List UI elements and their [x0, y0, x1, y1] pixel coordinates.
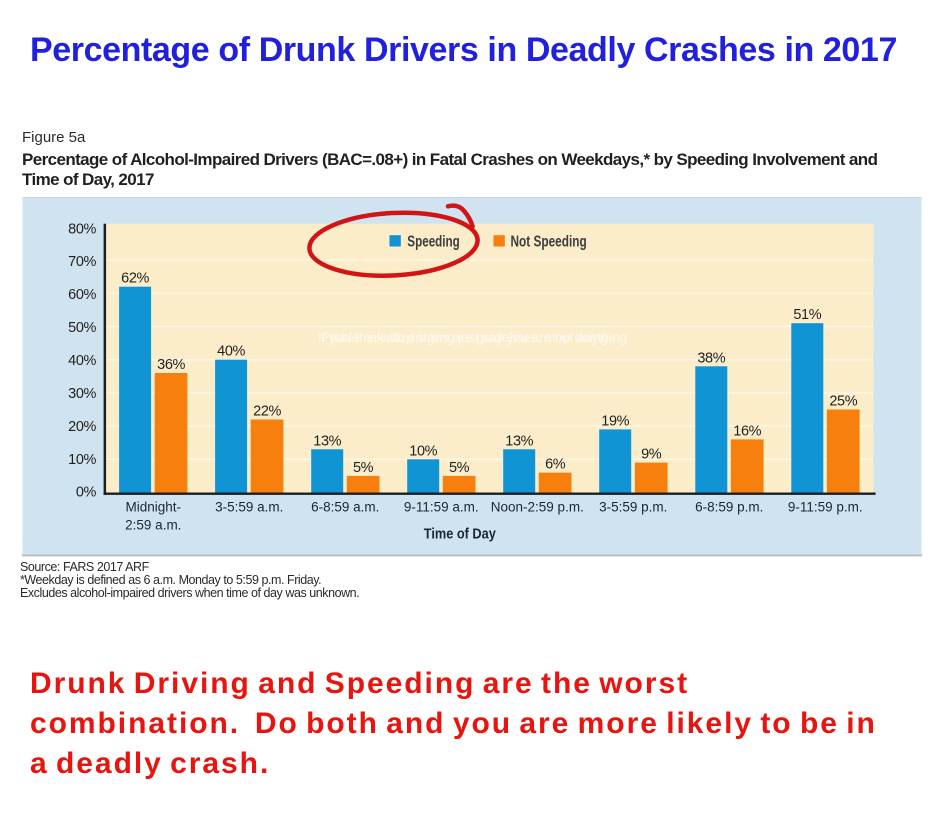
- svg-text:5%: 5%: [353, 460, 374, 476]
- svg-text:40%: 40%: [217, 344, 245, 360]
- svg-text:13%: 13%: [505, 433, 533, 449]
- svg-text:9%: 9%: [641, 447, 662, 463]
- svg-text:6%: 6%: [545, 457, 566, 473]
- svg-text:13%: 13%: [313, 433, 341, 449]
- svg-text:25%: 25%: [829, 394, 857, 410]
- svg-text:Problems with drinking just sa: Problems with drinking just say you are …: [321, 329, 627, 345]
- svg-text:60%: 60%: [68, 287, 96, 303]
- svg-text:62%: 62%: [121, 271, 149, 287]
- svg-text:Midnight-: Midnight-: [126, 500, 182, 515]
- svg-text:Not Speeding: Not Speeding: [511, 233, 587, 250]
- svg-text:10%: 10%: [68, 452, 96, 468]
- svg-text:3-5:59 p.m.: 3-5:59 p.m.: [599, 500, 667, 515]
- svg-text:38%: 38%: [697, 350, 725, 366]
- svg-text:2:59 a.m.: 2:59 a.m.: [125, 518, 181, 533]
- svg-text:30%: 30%: [68, 386, 96, 402]
- svg-text:3-5:59 a.m.: 3-5:59 a.m.: [215, 500, 283, 515]
- svg-text:51%: 51%: [793, 307, 821, 323]
- svg-text:Noon-2:59 p.m.: Noon-2:59 p.m.: [491, 500, 584, 515]
- svg-text:Speeding: Speeding: [407, 233, 460, 250]
- svg-text:50%: 50%: [68, 320, 96, 336]
- svg-text:9-11:59 a.m.: 9-11:59 a.m.: [404, 500, 479, 515]
- svg-text:Time of Day: Time of Day: [424, 526, 496, 542]
- svg-text:20%: 20%: [68, 419, 96, 435]
- svg-text:If you think stop signs are gu: If you think stop signs are guidelines, …: [318, 329, 608, 345]
- svg-text:40%: 40%: [68, 353, 96, 369]
- svg-text:6-8:59 p.m.: 6-8:59 p.m.: [695, 500, 763, 515]
- svg-text:6-8:59 a.m.: 6-8:59 a.m.: [311, 500, 379, 515]
- svg-text:5%: 5%: [449, 460, 470, 476]
- svg-text:9-11:59 p.m.: 9-11:59 p.m.: [788, 500, 863, 515]
- svg-text:22%: 22%: [253, 404, 281, 420]
- svg-text:36%: 36%: [157, 357, 185, 373]
- svg-text:16%: 16%: [733, 423, 761, 439]
- svg-text:10%: 10%: [409, 443, 437, 459]
- svg-text:19%: 19%: [601, 413, 629, 429]
- svg-text:80%: 80%: [68, 221, 96, 237]
- svg-text:70%: 70%: [68, 254, 96, 270]
- svg-text:0%: 0%: [76, 485, 97, 501]
